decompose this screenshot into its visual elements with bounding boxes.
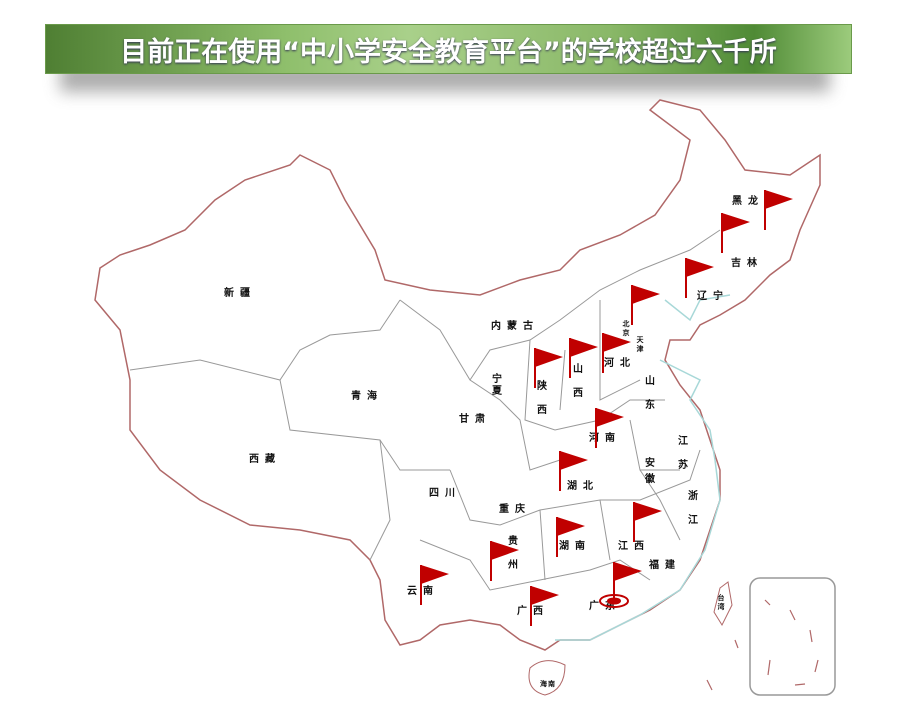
province-label: 内蒙古 — [491, 319, 539, 332]
province-label: 宁夏 — [491, 372, 503, 397]
hainan-island — [528, 660, 566, 696]
province-label: 天津 — [637, 335, 645, 353]
inset-dashes — [706, 599, 819, 691]
taiwan-island — [713, 581, 733, 627]
province-label: 安徽 — [644, 456, 656, 485]
province-label: 云南 — [407, 584, 439, 597]
location-ring-icon — [599, 594, 629, 608]
province-label: 湖南 — [559, 539, 591, 552]
province-label: 江苏 — [678, 434, 688, 471]
red-flag-icon — [602, 333, 631, 373]
province-label: 四川 — [429, 487, 461, 499]
red-flag-icon — [685, 258, 714, 298]
province-label: 河北 — [604, 356, 636, 369]
province-borders — [129, 229, 721, 591]
province-label: 重庆 — [499, 502, 531, 515]
province-label: 山西 — [573, 362, 583, 399]
province-label: 青海 — [351, 389, 383, 402]
title-banner: 目前正在使用“中小学安全教育平台”的学校超过六千所 — [45, 24, 852, 74]
page-title: 目前正在使用“中小学安全教育平台”的学校超过六千所 — [120, 36, 777, 68]
red-flag-icon — [633, 502, 662, 542]
province-label: 新疆 — [224, 286, 256, 299]
coastline — [555, 294, 731, 641]
province-label: 广西 — [517, 604, 549, 617]
province-label: 甘肃 — [459, 412, 491, 425]
province-label: 吉林 — [731, 256, 763, 269]
red-flag-icon — [721, 213, 750, 253]
south-china-sea-inset — [749, 577, 836, 696]
province-label: 北京 — [623, 319, 630, 337]
province-label: 河南 — [589, 431, 621, 444]
red-flag-icon — [595, 408, 624, 448]
red-flag-icon — [490, 541, 519, 581]
red-flag-icon — [556, 517, 585, 557]
province-label: 陕西 — [537, 379, 547, 416]
province-label: 海南 — [540, 679, 556, 688]
province-label: 山东 — [645, 374, 655, 411]
province-label: 黑龙 — [732, 194, 764, 207]
province-label: 辽宁 — [697, 289, 729, 302]
red-flag-icon — [569, 338, 598, 378]
country-outline — [94, 99, 821, 651]
province-label: 湖北 — [567, 479, 599, 492]
province-label: 浙江 — [688, 489, 698, 526]
red-flag-icon — [559, 451, 588, 491]
red-flag-icon — [530, 586, 559, 626]
red-flag-icon — [420, 565, 449, 605]
red-flag-icon — [534, 348, 563, 388]
red-flag-icon — [631, 285, 660, 325]
province-label: 贵州 — [507, 534, 518, 571]
province-label: 福建 — [648, 558, 681, 571]
red-flag-icon — [764, 190, 793, 230]
province-label: 江西 — [618, 539, 650, 552]
province-label: 西藏 — [249, 452, 281, 465]
province-label: 台湾 — [718, 593, 725, 611]
